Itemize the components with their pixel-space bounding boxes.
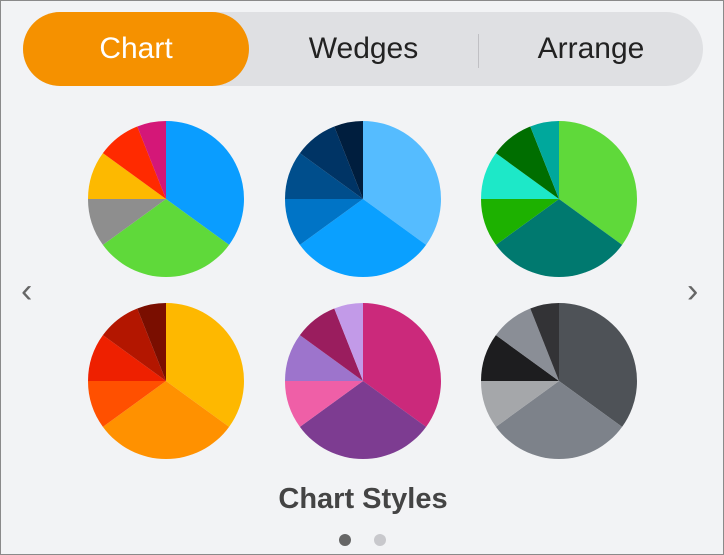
pie-wedge (495, 199, 623, 277)
tab-divider (478, 34, 479, 68)
pie-wedge (530, 121, 559, 199)
pie-wedge (102, 308, 166, 381)
pie-wedge (88, 199, 166, 245)
pie-wedge (530, 303, 559, 381)
page-dot-1[interactable] (339, 534, 351, 546)
pie-wedge (137, 121, 166, 199)
pie-wedge (137, 303, 166, 381)
pie-wedge (285, 199, 363, 245)
pie-wedge (102, 126, 166, 199)
pie-wedge (285, 381, 363, 427)
pie-wedge (88, 381, 166, 427)
tab-arrange[interactable]: Arrange (537, 32, 645, 65)
chart-style-5[interactable] (283, 301, 443, 461)
chart-style-3[interactable] (479, 119, 639, 279)
pie-wedge (285, 153, 363, 199)
section-title: Chart Styles (278, 483, 448, 515)
pie-wedge (481, 199, 559, 245)
tab-wedges[interactable]: Wedges (308, 32, 419, 65)
pie-wedge (481, 381, 559, 427)
pie-wedge (299, 126, 363, 199)
pie-wedge (559, 121, 637, 245)
chart-style-4[interactable] (86, 301, 246, 461)
pie-wedge (559, 303, 637, 427)
pie-wedge (299, 308, 363, 381)
pie-wedge (481, 153, 559, 199)
chart-style-2[interactable] (283, 119, 443, 279)
pie-wedge (334, 303, 363, 381)
pie-wedge (102, 381, 230, 459)
pie-wedge (363, 121, 441, 245)
chevron-right-icon[interactable]: › (687, 272, 699, 310)
pie-wedge (299, 381, 427, 459)
pie-wedge (285, 335, 363, 381)
segmented-control: Chart Wedges Arrange (23, 12, 703, 86)
tab-chart[interactable]: Chart (23, 12, 249, 86)
pie-wedge (334, 121, 363, 199)
chevron-left-icon[interactable]: ‹ (21, 272, 33, 310)
pie-wedge (363, 303, 441, 427)
pie-wedge (166, 121, 244, 245)
pie-wedge (88, 153, 166, 199)
pie-wedge (166, 303, 244, 427)
pie-wedge (102, 199, 230, 277)
pie-wedge (481, 335, 559, 381)
page-dot-2[interactable] (374, 534, 386, 546)
pie-wedge (88, 335, 166, 381)
chart-style-1[interactable] (86, 119, 246, 279)
chart-style-6[interactable] (479, 301, 639, 461)
pie-wedge (495, 308, 559, 381)
pie-wedge (495, 381, 623, 459)
pie-wedge (495, 126, 559, 199)
pie-wedge (299, 199, 427, 277)
